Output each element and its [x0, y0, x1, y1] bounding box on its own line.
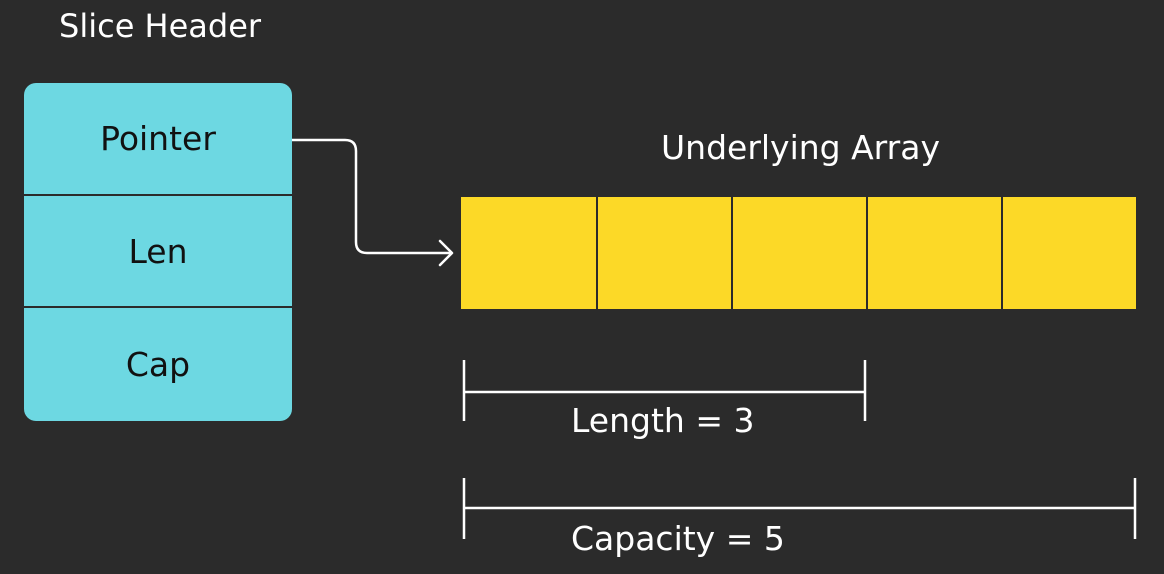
underlying-array [461, 197, 1136, 309]
array-cell [731, 197, 866, 309]
underlying-array-title: Underlying Array [661, 128, 940, 167]
field-divider [24, 306, 292, 308]
length-bracket [462, 360, 867, 421]
capacity-label: Capacity = 5 [571, 519, 785, 558]
array-cell [866, 197, 1001, 309]
slice-header-title: Slice Header [59, 7, 262, 45]
array-cell [461, 197, 596, 309]
slice-header-box: Pointer Len Cap [24, 83, 292, 421]
len-field: Len [128, 231, 188, 271]
arrow-head-icon [438, 239, 454, 267]
array-cell [596, 197, 731, 309]
field-divider [24, 194, 292, 196]
cap-field: Cap [125, 345, 191, 384]
length-label: Length = 3 [571, 401, 755, 440]
pointer-arrow [292, 138, 452, 255]
array-cell [1001, 197, 1136, 309]
pointer-field: Pointer [100, 119, 216, 158]
capacity-bracket [462, 478, 1137, 539]
